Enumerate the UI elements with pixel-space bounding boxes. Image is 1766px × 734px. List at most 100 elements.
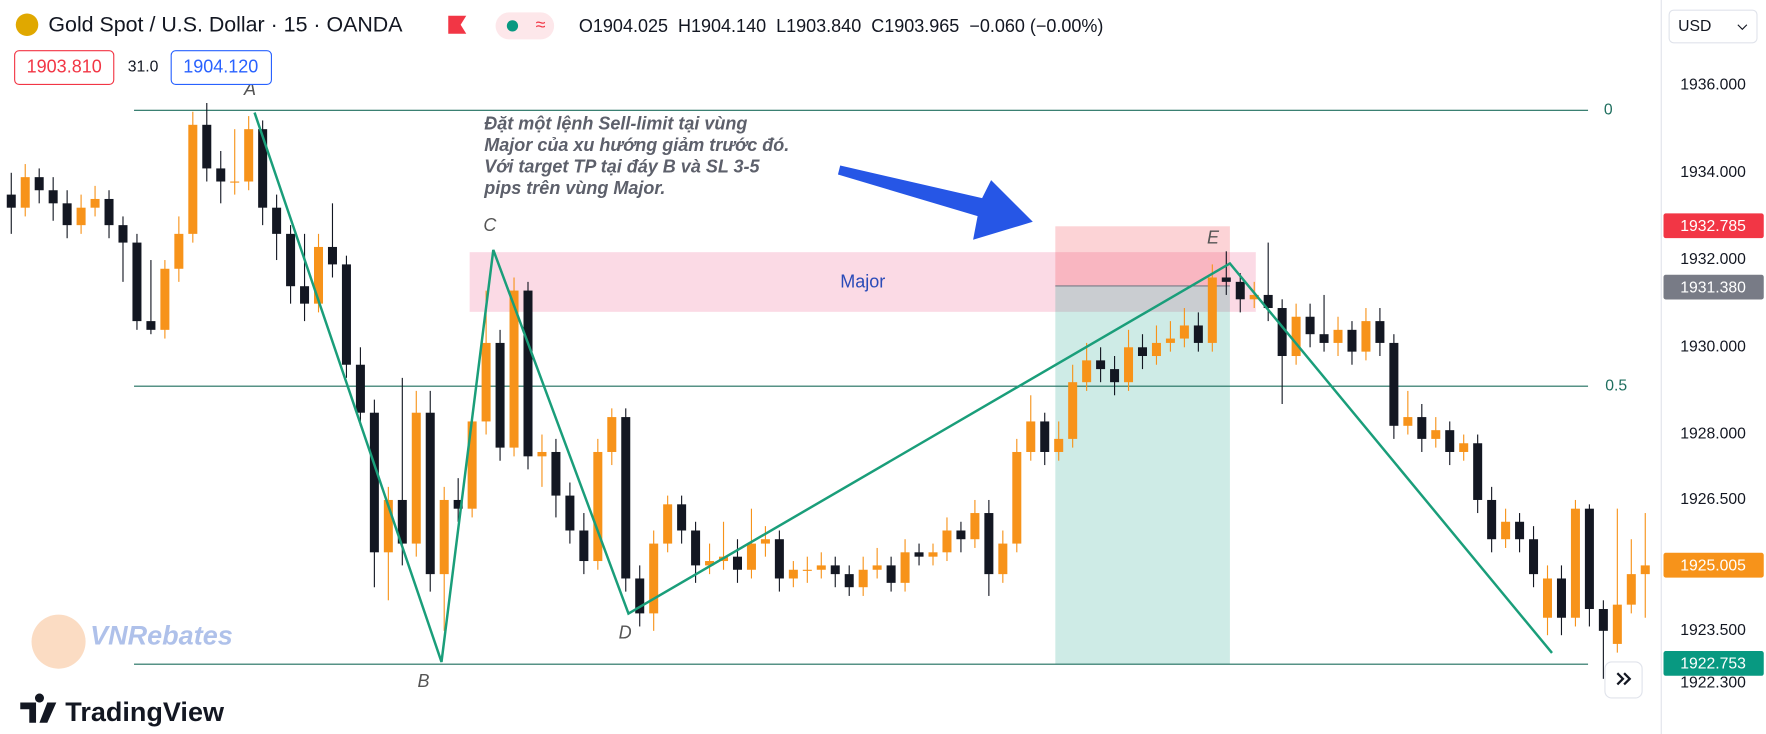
candle-body [1556, 578, 1566, 618]
candle-body [1026, 421, 1036, 452]
candle-body [593, 451, 603, 562]
candle-body [1291, 316, 1301, 357]
y-tick-label: 1932.000 [1680, 251, 1746, 268]
candle-body [1179, 325, 1189, 339]
candle-body [397, 499, 407, 544]
candle-body [914, 552, 924, 557]
candle-body [621, 417, 631, 579]
candle-body [174, 233, 184, 269]
candle-body [802, 569, 812, 571]
candle-body [1529, 539, 1539, 575]
symbol-icon [15, 13, 39, 37]
candle-body [48, 190, 58, 204]
candle-body [1598, 609, 1608, 631]
candles [6, 102, 1650, 679]
candle-body [677, 504, 687, 531]
candle-body [1626, 574, 1636, 605]
candle-body [663, 504, 673, 544]
note-line: Đặt một lệnh Sell-limit tại vùng [484, 114, 747, 134]
y-tick-label: 1928.000 [1680, 426, 1746, 443]
candle-body [286, 233, 296, 287]
scroll-icon [1616, 672, 1632, 686]
candle-body [327, 246, 337, 265]
price-tag [1663, 651, 1764, 676]
candle-body [188, 124, 198, 234]
candle-body [216, 168, 226, 182]
fib-label: 0 [1604, 101, 1613, 118]
candle-body [453, 499, 463, 509]
candle-body [90, 198, 100, 208]
candle-body [872, 565, 882, 570]
price-tag [1663, 274, 1764, 300]
candle-body [1361, 321, 1371, 352]
sell-button[interactable] [14, 50, 115, 85]
candle-body [314, 246, 324, 304]
note-line: pips trên vùng Major. [483, 178, 665, 198]
point-label: B [417, 671, 429, 691]
candle-body [523, 290, 533, 457]
spread: 31.0 [128, 59, 159, 76]
candle-body [900, 552, 910, 583]
candle-body [202, 124, 212, 169]
price-axis: 1936.000 1934.000 1932.000 1930.000 1928.000… [1663, 77, 1764, 691]
watermark-logo [31, 614, 86, 669]
buy-button[interactable] [170, 50, 272, 85]
status-icon: ≈ [536, 15, 546, 35]
candle-body [1640, 565, 1650, 575]
y-tick-label: 1923.500 [1680, 622, 1746, 639]
candle-body [1501, 521, 1511, 540]
note-line: Với target TP tại đáy B và SL 3-5 [484, 156, 760, 176]
candle-body [970, 513, 980, 540]
scroll-button[interactable] [1604, 661, 1643, 699]
y-tick-label: 1934.000 [1680, 164, 1746, 181]
flag-icon [448, 15, 467, 34]
candle-body [1054, 438, 1064, 452]
candle-body [565, 495, 575, 531]
candle-body [1165, 338, 1175, 343]
candle-body [984, 513, 994, 575]
candle-body [858, 569, 868, 588]
bid[interactable]: 1903.810 [27, 56, 102, 76]
candle-body [998, 543, 1008, 575]
candle-body [1068, 382, 1078, 439]
price-tag [1663, 213, 1764, 239]
candle-body [607, 417, 617, 452]
candle-body [956, 530, 966, 540]
candle-body [635, 578, 645, 614]
ask[interactable]: 1904.120 [183, 56, 258, 76]
zone-label: Major [840, 271, 885, 291]
candle-body [1487, 499, 1497, 540]
price-tag-label: 1932.785 [1680, 218, 1746, 235]
candle-body [1542, 578, 1553, 618]
candle-body [1012, 451, 1022, 544]
candle-body [928, 552, 938, 557]
price-tag-label: 1925.005 [1680, 557, 1746, 574]
candle-body [1305, 316, 1315, 335]
candle-body [258, 129, 268, 208]
candle-body [1612, 604, 1622, 644]
candle-body [1459, 443, 1469, 452]
symbol-title: Gold Spot / U.S. Dollar · 15 · OANDA [48, 13, 403, 37]
candle-body [1319, 334, 1329, 343]
candle-body [425, 412, 435, 575]
candle-body [537, 451, 547, 457]
price-tag-label: 1931.380 [1680, 279, 1746, 296]
candle-body [118, 225, 128, 243]
y-tick-label: 1926.500 [1680, 491, 1746, 508]
currency-button[interactable] [1668, 9, 1758, 44]
currency[interactable]: USD [1678, 18, 1711, 35]
candle-body [495, 342, 505, 448]
candle-body [886, 565, 896, 583]
price-tag [1663, 552, 1764, 578]
candle-body [160, 268, 170, 330]
brand: TradingView [65, 697, 225, 727]
major-zone [469, 252, 1256, 312]
ohlc: O1904.025 H1904.140 L1903.840 C1903.965 … [579, 16, 1104, 36]
point-label: E [1207, 227, 1220, 247]
candle-body [341, 264, 351, 365]
candle-body [230, 181, 240, 183]
candle-body [1570, 508, 1580, 618]
candle-body [1207, 277, 1217, 343]
candle-body [1096, 360, 1106, 370]
candle-body [1249, 294, 1259, 300]
